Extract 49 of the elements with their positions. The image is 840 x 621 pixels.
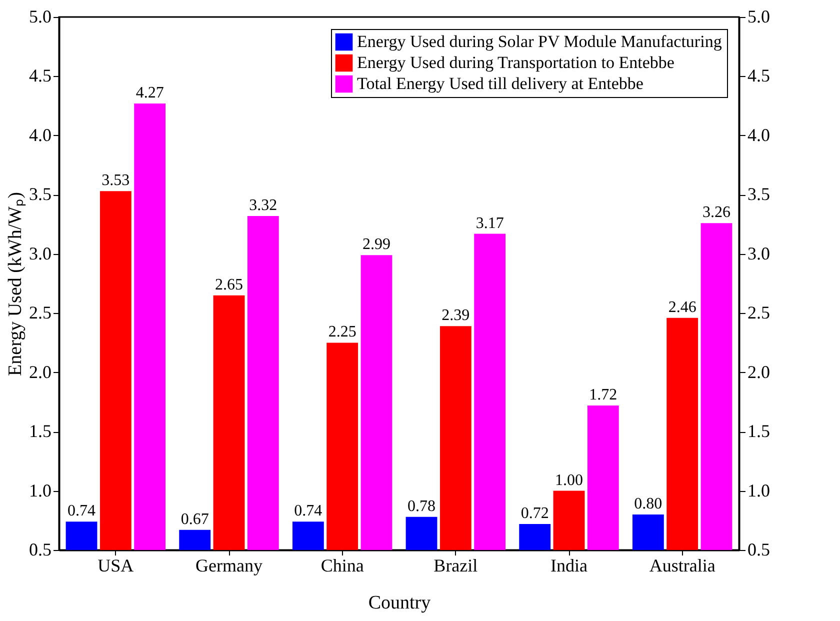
data-label: 2.46	[668, 298, 696, 316]
x-tick-label: Germany	[196, 556, 262, 576]
data-label: 3.17	[476, 214, 504, 232]
y2-tick-label: 3.0	[748, 243, 770, 264]
y2-tick-label: 0.5	[748, 540, 770, 560]
y2-tick-label: 2.5	[748, 302, 770, 323]
legend-label: Energy Used during Transportation to Entebbe	[357, 53, 674, 72]
data-label: 1.72	[589, 386, 618, 404]
data-label: 2.99	[362, 236, 390, 254]
y2-tick-label: 4.5	[748, 66, 770, 86]
data-label: 0.74	[68, 502, 96, 520]
x-axis-title: Country	[368, 592, 432, 614]
y-tick-label: 4.5	[29, 66, 52, 86]
legend-label: Total Energy Used till delivery at Entebbe	[357, 74, 644, 93]
y-axis-title: Energy Used (kWh/Wₚ)	[5, 192, 26, 376]
data-label: 0.80	[634, 495, 662, 512]
y-tick-label: 2.0	[29, 362, 52, 382]
y-tick-label: 1.5	[29, 421, 52, 442]
y-tick-label: 3.0	[29, 243, 52, 264]
y2-tick-label: 1.0	[748, 480, 770, 500]
y-tick-label: 1.0	[29, 480, 52, 500]
y-tick-label: 5.0	[29, 6, 52, 26]
data-label: 0.67	[180, 510, 209, 528]
data-label: 2.25	[328, 324, 356, 341]
data-label: 2.39	[442, 307, 470, 324]
legend-label: Energy Used during Solar PV Module Manufacturing	[357, 32, 722, 51]
data-label: 3.26	[702, 204, 730, 222]
y-tick-label: 4.0	[29, 124, 52, 145]
data-label: 0.74	[294, 502, 322, 520]
data-label: 2.65	[215, 276, 243, 294]
y2-tick-label: 5.0	[748, 6, 770, 26]
x-tick-label: Brazil	[434, 556, 478, 576]
y2-tick-label: 2.0	[748, 362, 770, 382]
y2-tick-label: 1.5	[748, 421, 770, 442]
x-tick-label: China	[320, 556, 364, 576]
data-label: 1.00	[555, 472, 583, 489]
data-label: 0.72	[520, 504, 549, 522]
y-tick-label: 2.5	[29, 302, 52, 323]
y2-tick-label: 3.5	[748, 184, 770, 204]
data-label: 3.53	[102, 172, 130, 190]
x-tick-label: India	[550, 556, 588, 576]
x-tick-label: Australia	[649, 556, 716, 576]
data-label: 3.32	[249, 196, 278, 214]
y-tick-label: 3.5	[29, 184, 52, 204]
y-tick-label: 0.5	[29, 540, 52, 560]
data-label: 4.27	[136, 84, 164, 102]
x-tick-label: USA	[98, 556, 134, 576]
data-label: 0.78	[408, 498, 436, 515]
y2-tick-label: 4.0	[748, 124, 770, 145]
